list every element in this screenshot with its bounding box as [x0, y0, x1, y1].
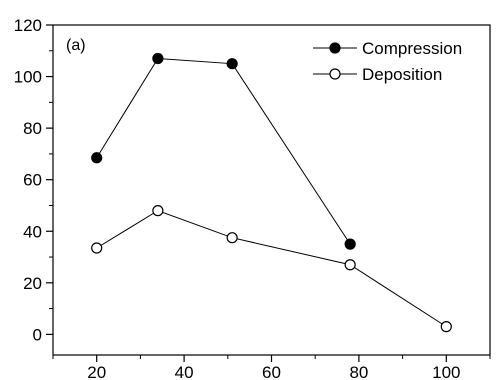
y-tick-label: 120: [14, 16, 42, 35]
legend-label-deposition: Deposition: [362, 65, 442, 84]
legend: Compression Deposition: [313, 39, 462, 84]
y-tick-label: 80: [23, 119, 42, 138]
series-points: [91, 52, 452, 333]
y-tick-label: 20: [23, 274, 42, 293]
data-point-deposition: [91, 242, 103, 254]
series-line-compression: [96, 57, 351, 245]
legend-marker-deposition: [329, 68, 341, 80]
data-point-deposition: [226, 232, 238, 244]
x-tick-label: 20: [87, 363, 106, 380]
y-tick-label: 0: [33, 325, 42, 344]
data-point-deposition: [152, 205, 164, 217]
data-point-compression: [91, 152, 103, 164]
y-tick-label: 40: [23, 222, 42, 241]
data-point-compression: [226, 58, 238, 70]
data-point-compression: [344, 238, 356, 250]
x-tick-label: 60: [262, 363, 281, 380]
panel-label: (a): [66, 37, 86, 54]
y-tick-label: 60: [23, 171, 42, 190]
series-line-deposition: [96, 210, 447, 328]
legend-label-compression: Compression: [362, 39, 462, 58]
x-tick-label: 80: [349, 363, 368, 380]
x-tick-label: 100: [432, 363, 460, 380]
data-point-deposition: [440, 321, 452, 333]
data-point-compression: [152, 52, 164, 65]
x-tick-label: 40: [175, 363, 194, 380]
series-lines: [96, 57, 447, 328]
y-tick-label: 100: [14, 68, 42, 87]
data-point-deposition: [344, 259, 356, 271]
legend-marker-compression: [329, 42, 341, 54]
axes: 20 40 60 80 100 0 20 40 60 80 100 120: [14, 16, 491, 380]
